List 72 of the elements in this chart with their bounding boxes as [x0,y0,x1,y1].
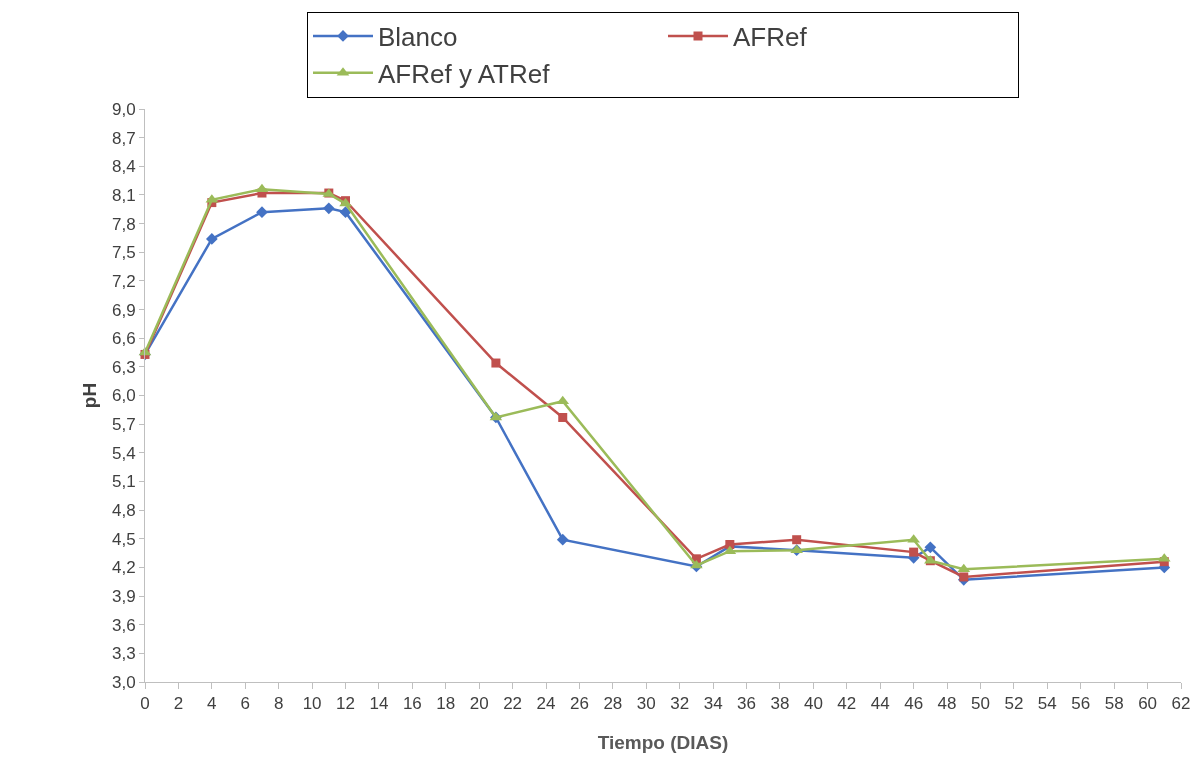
y-tick-label: 7,8 [111,214,136,234]
x-tick-label: 56 [1071,694,1091,714]
y-tick-label: 6,9 [111,300,136,320]
point [491,358,501,368]
point [792,535,802,545]
point [322,202,335,215]
y-tick-label: 5,1 [111,472,136,492]
point [558,412,568,422]
x-tick-label: 60 [1138,694,1158,714]
y-tick-label: 4,5 [111,529,136,549]
y-axis-title: pH [78,382,100,409]
x-axis-title: Tiempo (DIAS) [597,732,729,753]
x-tick-label: 26 [569,694,589,714]
x-tick-label: 0 [140,694,150,714]
y-tick-label: 6,6 [111,329,136,349]
x-tick-label: 16 [402,694,422,714]
point [256,206,268,218]
legend-label: AFRef y ATRef [378,58,551,89]
y-tick-label: 4,2 [111,558,136,578]
x-tick-label: 2 [173,694,184,714]
x-tick-label: 52 [1004,694,1024,714]
y-tick-label: 8,7 [111,128,136,148]
x-tick-label: 24 [536,694,556,714]
x-tick-label: 22 [503,694,523,714]
point [909,547,919,557]
x-tick-label: 54 [1037,694,1057,714]
y-tick-label: 5,7 [111,415,136,435]
x-tick-label: 8 [273,694,284,714]
y-tick-label: 3,3 [111,644,136,664]
x-tick-label: 42 [837,694,857,714]
x-tick-label: 46 [904,694,924,714]
x-tick-label: 14 [369,694,389,714]
point [339,206,352,218]
x-tick-label: 50 [971,694,990,714]
x-tick-label: 32 [670,694,690,714]
x-tick-label: 20 [469,694,489,714]
point [957,563,971,573]
legend-label: Blanco [378,22,458,53]
x-tick-label: 28 [603,694,623,714]
y-tick-label: 6,0 [111,386,136,406]
point [924,541,937,554]
y-tick-label: 3,0 [111,672,136,692]
x-tick-label: 34 [703,694,723,714]
x-tick-label: 38 [770,694,790,714]
y-tick-label: 8,4 [111,157,136,177]
x-tick-label: 4 [207,694,217,714]
y-tick-label: 3,9 [111,587,136,606]
legend-label: AFRef [733,22,808,53]
point [959,572,969,582]
y-tick-label: 3,6 [111,615,136,635]
y-tick-label: 8,1 [111,185,136,205]
point [690,559,703,569]
x-tick-label: 48 [937,694,957,714]
x-tick-label: 44 [870,694,890,714]
point [205,233,218,245]
y-tick-label: 4,8 [111,501,136,521]
y-tick-label: 7,2 [111,271,136,291]
y-tick-label: 9,0 [111,99,136,119]
x-tick-label: 62 [1171,694,1191,714]
y-tick-label: 6,3 [111,357,136,377]
x-tick-label: 36 [737,694,757,714]
x-tick-label: 10 [302,694,322,714]
x-tick-label: 18 [436,694,456,714]
x-tick-label: 6 [240,694,250,714]
x-tick-label: 58 [1104,694,1124,714]
point [556,533,569,546]
y-tick-label: 7,5 [111,243,136,263]
x-tick-label: 30 [636,694,656,714]
x-tick-label: 40 [803,694,823,714]
x-tick-label: 12 [336,694,355,714]
y-tick-label: 5,4 [111,443,136,463]
point [725,539,735,549]
